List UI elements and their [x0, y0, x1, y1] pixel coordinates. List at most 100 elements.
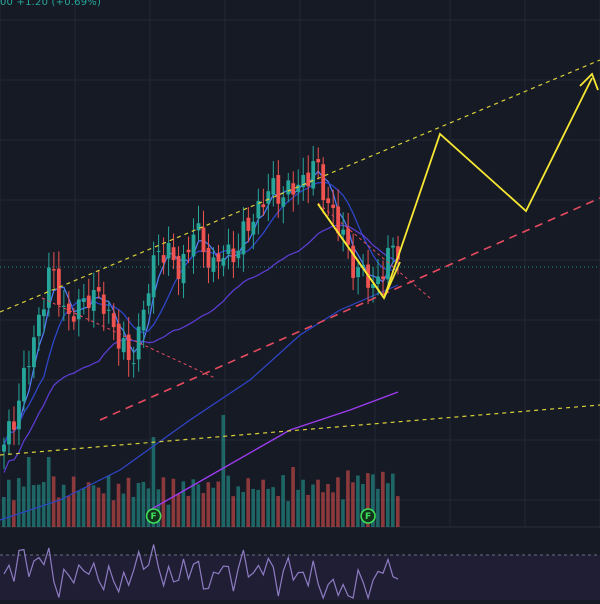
volume-bar — [361, 483, 365, 527]
volume-bar — [351, 482, 355, 527]
volume-bar — [101, 493, 106, 527]
volume-bar — [171, 478, 176, 527]
candle-body — [396, 246, 400, 260]
volume-bar — [151, 437, 156, 527]
resistance-segment — [41, 297, 216, 379]
earnings-marker — [145, 508, 162, 524]
candle-body — [301, 174, 306, 188]
candle-body — [391, 245, 395, 248]
volume-bar — [221, 415, 226, 527]
volume-bar — [81, 488, 86, 527]
rsi-band — [0, 555, 600, 600]
volume-bar — [191, 479, 196, 527]
volume-bar — [371, 474, 375, 527]
volume-bar — [56, 497, 61, 527]
volume-bar — [226, 475, 231, 527]
volume-bar — [136, 482, 141, 527]
rsi-line — [3, 544, 399, 601]
volume-bar — [31, 485, 36, 527]
candle-body — [51, 269, 56, 271]
candle-body — [261, 204, 266, 208]
volume-bar — [106, 475, 111, 527]
volume-bar — [281, 475, 285, 527]
volume-bar — [66, 496, 71, 527]
candle-body — [101, 294, 106, 314]
volume-bar — [111, 500, 116, 527]
volume-bar — [271, 487, 275, 527]
volume-bar — [11, 500, 16, 527]
candle-body — [91, 290, 96, 311]
candle-body — [86, 295, 91, 308]
earnings-marker-label: F — [151, 512, 157, 522]
candle-body — [246, 217, 251, 231]
volume-bar — [366, 473, 370, 527]
candle-body — [371, 284, 375, 289]
volume-bar — [336, 477, 340, 527]
volume-bar — [61, 484, 66, 527]
candle-body — [12, 421, 16, 430]
volume-bar — [246, 478, 250, 527]
candle-body — [316, 159, 321, 163]
candle-body — [32, 337, 36, 368]
volume-bar — [381, 471, 385, 527]
candle-body — [126, 334, 131, 361]
candle-body — [231, 248, 236, 263]
volume-bar — [386, 483, 390, 527]
candle-body — [386, 247, 390, 280]
candle-body — [241, 221, 246, 255]
volume-bar — [291, 467, 295, 527]
support-trendline — [99, 197, 600, 421]
candle-body — [296, 184, 301, 192]
volume-bar — [331, 492, 335, 527]
candle-body — [176, 255, 181, 280]
candle-body — [191, 234, 196, 257]
candle-body — [346, 228, 351, 245]
candle-body — [2, 444, 6, 452]
volume-bar — [41, 481, 46, 527]
candle-body — [341, 229, 346, 235]
candle-body — [256, 200, 261, 219]
candle-body — [266, 191, 271, 204]
candle-body — [7, 421, 11, 445]
volume-bar — [326, 484, 330, 527]
candle-body — [306, 172, 311, 187]
volume-bar — [396, 496, 400, 527]
candle-body — [236, 250, 241, 259]
volume-bar — [346, 470, 350, 527]
candle-body — [251, 221, 256, 235]
volume-bar — [71, 476, 76, 527]
candle-body — [161, 255, 166, 263]
candle-body — [201, 227, 206, 253]
candle-body — [81, 298, 86, 303]
candle-body — [226, 244, 231, 255]
volume-bar — [36, 484, 41, 527]
candle-body — [17, 400, 21, 430]
candle-body — [66, 303, 71, 314]
projection-arrowhead — [579, 72, 599, 91]
volume-bar — [341, 499, 345, 527]
volume-bar — [146, 488, 151, 527]
volume-bar — [186, 495, 191, 527]
volume-bar — [211, 487, 216, 527]
candle-body — [37, 314, 41, 337]
projection-zigzag — [383, 77, 593, 299]
volume-bar — [121, 493, 126, 527]
volume-bar — [2, 497, 6, 527]
candlesticks — [2, 145, 400, 470]
candle-body — [216, 253, 221, 262]
volume-bar — [311, 484, 315, 527]
volume-bar — [261, 479, 265, 527]
volume-bar — [376, 488, 380, 527]
candle-body — [166, 243, 171, 259]
candle-body — [76, 299, 81, 320]
rsi-pane — [0, 554, 600, 600]
candle-body — [27, 366, 31, 368]
volume-bar — [26, 457, 31, 527]
chart-grid — [0, 0, 600, 527]
earnings-marker — [360, 508, 376, 524]
volume-bar — [86, 482, 91, 527]
volume-bar — [16, 478, 21, 527]
candle-body — [121, 338, 126, 353]
